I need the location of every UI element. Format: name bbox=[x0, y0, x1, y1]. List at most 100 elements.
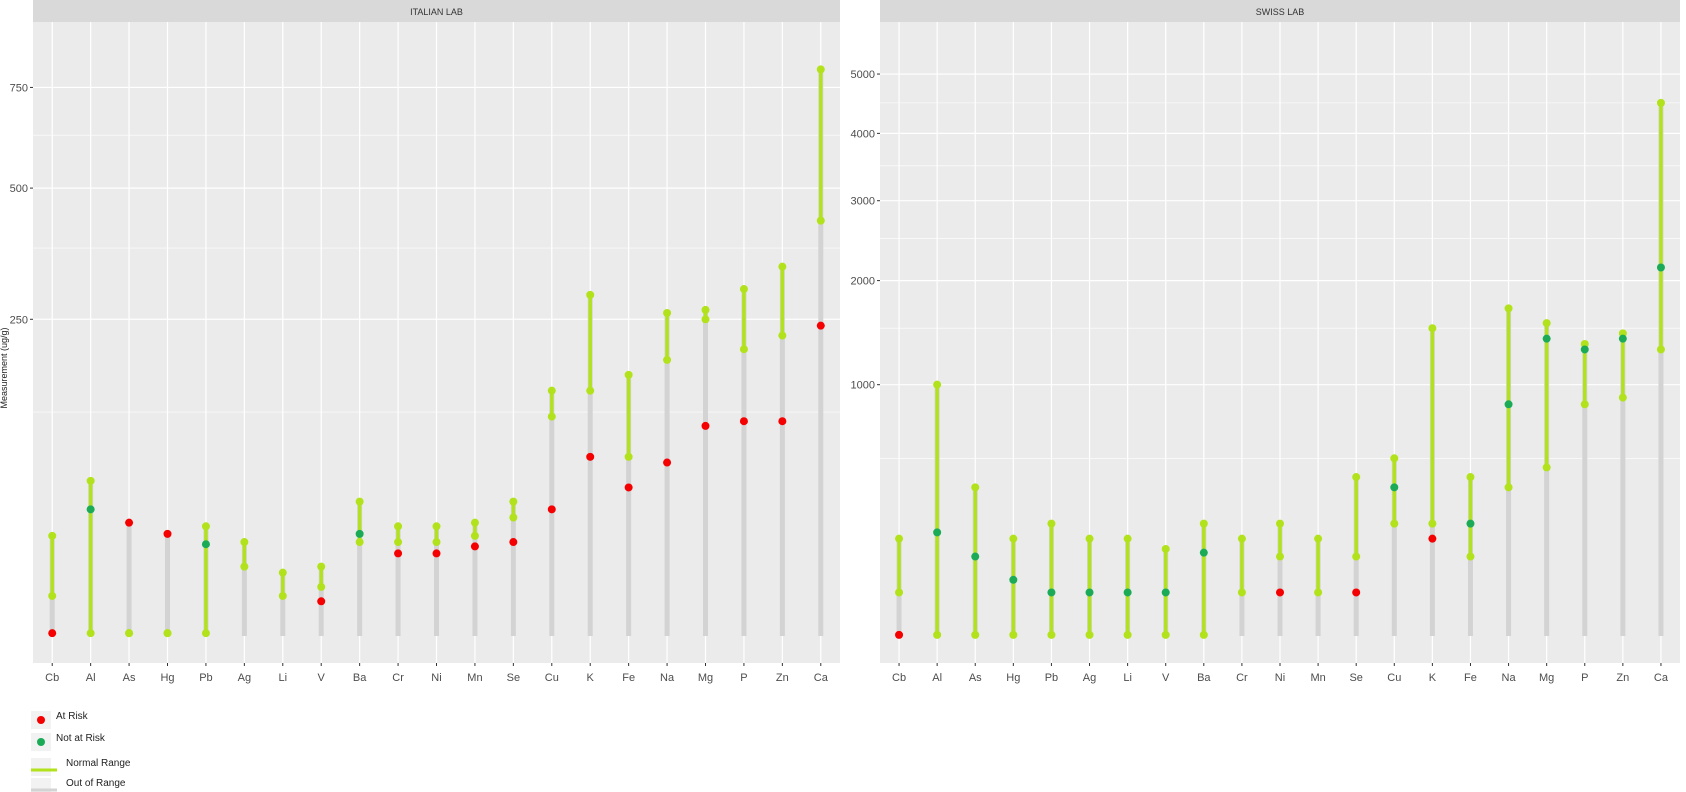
normal-range-high-ba bbox=[355, 497, 364, 506]
x-tick-label: Cb bbox=[45, 672, 59, 684]
x-tick-label: P bbox=[1581, 672, 1588, 684]
value-point-se bbox=[509, 538, 518, 547]
value-point-fe bbox=[624, 483, 633, 492]
x-tick-label: Ca bbox=[814, 672, 829, 684]
value-point-cu bbox=[547, 505, 556, 514]
normal-range-high-zn bbox=[778, 331, 787, 340]
x-tick-label: Ca bbox=[1654, 672, 1669, 684]
normal-range-low-fe bbox=[624, 452, 633, 461]
normal-range-low-li bbox=[278, 591, 287, 600]
value-point-ca bbox=[1656, 263, 1665, 272]
normal-range-low-v bbox=[1161, 630, 1170, 639]
data-marks bbox=[48, 65, 825, 638]
x-tick-label: Al bbox=[86, 672, 96, 684]
value-point-as bbox=[125, 518, 134, 527]
value-point-li bbox=[1123, 588, 1132, 597]
normal-range-high-cr bbox=[1237, 534, 1246, 543]
x-tick-label: Cr bbox=[392, 672, 404, 684]
normal-range-low-k bbox=[1428, 519, 1437, 528]
normal-range-high-na bbox=[663, 309, 672, 318]
x-tick-label: K bbox=[587, 672, 595, 684]
x-tick-label: Cb bbox=[892, 672, 906, 684]
normal-range-high-se bbox=[509, 497, 518, 506]
normal-range-high-v bbox=[1161, 544, 1170, 553]
strip-background bbox=[33, 0, 840, 22]
normal-range-high-fe bbox=[1466, 473, 1475, 482]
y-tick-label: 750 bbox=[10, 82, 28, 94]
normal-range-low-cr bbox=[394, 538, 403, 547]
data-marks bbox=[895, 98, 1665, 639]
value-point-na bbox=[1504, 400, 1513, 409]
normal-range-low-pb bbox=[201, 629, 210, 638]
normal-range-high-cu bbox=[547, 386, 556, 395]
value-point-mn bbox=[470, 542, 479, 551]
normal-range-high-p bbox=[739, 345, 748, 354]
normal-range-low-ca bbox=[1656, 345, 1665, 354]
legend-key-not-at-risk bbox=[37, 738, 45, 746]
normal-range-low-cu bbox=[547, 412, 556, 421]
normal-range-high-k bbox=[1428, 324, 1437, 333]
normal-range-high-na bbox=[1504, 304, 1513, 313]
value-point-cr bbox=[394, 549, 403, 558]
normal-range-high-ca bbox=[1656, 98, 1665, 107]
x-tick-label: Mg bbox=[1539, 672, 1554, 684]
normal-range-high-hg bbox=[163, 629, 172, 638]
value-point-mg bbox=[701, 421, 710, 430]
strip-title: SWISS LAB bbox=[1256, 7, 1305, 17]
value-point-ni bbox=[1276, 588, 1284, 597]
x-tick-label: P bbox=[740, 672, 747, 684]
y-axis-ticks: 1000 2000 3000 4000 5000 bbox=[851, 69, 880, 392]
normal-range-low-p bbox=[739, 285, 748, 294]
normal-range-low-mg bbox=[701, 315, 710, 324]
value-point-al bbox=[933, 528, 942, 537]
normal-range-low-v bbox=[317, 582, 326, 591]
normal-range-low-cr bbox=[1237, 588, 1246, 597]
normal-range-low-se bbox=[509, 513, 518, 522]
value-point-zn bbox=[1618, 334, 1627, 343]
normal-range-high-li bbox=[1123, 534, 1132, 543]
normal-range-low-pb bbox=[1047, 630, 1056, 639]
value-point-cb bbox=[895, 630, 904, 639]
x-tick-label: Se bbox=[507, 672, 520, 684]
x-tick-label: Cu bbox=[545, 672, 559, 684]
legend-label-at-risk: At Risk bbox=[56, 711, 89, 722]
value-point-p bbox=[739, 417, 748, 426]
x-tick-label: Li bbox=[1123, 672, 1132, 684]
x-tick-label: V bbox=[1162, 672, 1170, 684]
normal-range-high-v bbox=[317, 562, 326, 571]
normal-range-low-ba bbox=[1199, 630, 1208, 639]
x-tick-label: Fe bbox=[622, 672, 635, 684]
value-point-al bbox=[86, 505, 95, 514]
normal-range-low-hg bbox=[1009, 630, 1018, 639]
y-axis-ticks: 250 500 750 bbox=[10, 82, 33, 326]
normal-range-high-ni bbox=[432, 522, 441, 531]
normal-range-high-cb bbox=[895, 534, 904, 543]
value-point-as bbox=[971, 552, 980, 561]
x-axis-ticks: Cb Al As Hg Pb Ag Li V Ba Cr Ni Mn Se Cu K Fe Na Mg P Zn Ca bbox=[892, 663, 1669, 684]
x-tick-label: Se bbox=[1349, 672, 1362, 684]
normal-range-low-ni bbox=[432, 538, 441, 547]
value-point-fe bbox=[1466, 519, 1475, 528]
x-tick-label: Li bbox=[279, 672, 288, 684]
panel-italian-lab: ITALIAN LAB 250 500 750 Cb Al As Hg Pb Ag Li V Ba Cr N… bbox=[10, 0, 840, 684]
normal-range-low-mn bbox=[1314, 588, 1323, 597]
normal-range-high-ba bbox=[1199, 519, 1208, 528]
legend-label-not-at-risk: Not at Risk bbox=[56, 733, 106, 744]
x-tick-label: Ba bbox=[353, 672, 367, 684]
value-point-pb bbox=[201, 540, 210, 549]
value-point-ni bbox=[432, 549, 441, 558]
value-point-ba bbox=[355, 529, 364, 538]
value-point-v bbox=[1161, 588, 1170, 597]
normal-range-high-mn bbox=[1314, 534, 1323, 543]
normal-range-low-fe bbox=[1466, 552, 1475, 561]
value-point-hg bbox=[1009, 575, 1018, 584]
y-tick-label: 5000 bbox=[851, 69, 875, 81]
x-tick-label: Ni bbox=[1275, 672, 1285, 684]
normal-range-low-se bbox=[1352, 552, 1361, 561]
normal-range-low-na bbox=[663, 355, 672, 364]
x-tick-label: K bbox=[1429, 672, 1437, 684]
value-point-v bbox=[317, 597, 326, 606]
legend-label-out-of-range: Out of Range bbox=[66, 778, 126, 789]
x-tick-label: Al bbox=[932, 672, 942, 684]
